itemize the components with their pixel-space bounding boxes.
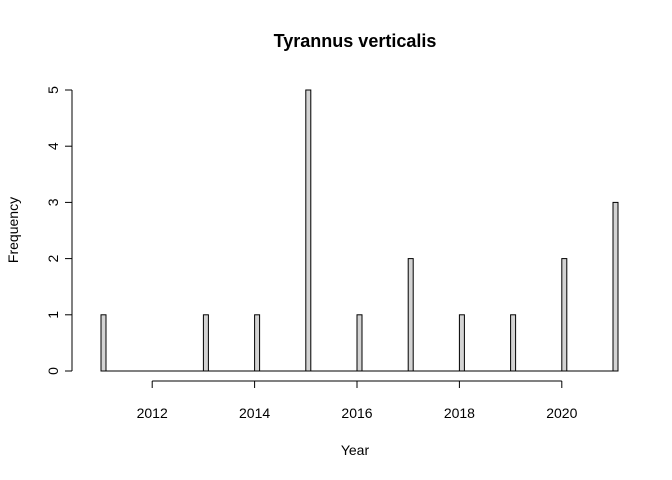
bar-2011 <box>100 314 107 372</box>
bar-2018 <box>458 314 465 372</box>
x-tick-label: 2018 <box>444 405 475 421</box>
x-axis: 2012 2014 2016 2018 2020 <box>137 380 578 421</box>
x-tick-label: 2020 <box>546 405 577 421</box>
x-tick-label: 2014 <box>239 405 270 421</box>
bar-2016 <box>356 314 363 372</box>
y-tick-label: 0 <box>45 367 61 375</box>
x-tick-label: 2012 <box>137 405 168 421</box>
bar-2013 <box>202 314 209 372</box>
y-tick-label: 2 <box>45 254 61 262</box>
y-tick-label: 3 <box>45 198 61 206</box>
bar-2014 <box>254 314 261 372</box>
bar-2020 <box>561 258 568 372</box>
bars <box>100 89 619 372</box>
chart-title: Tyrannus verticalis <box>274 31 437 51</box>
x-axis-label: Year <box>341 442 370 458</box>
y-tick-label: 1 <box>45 311 61 319</box>
y-tick-label: 5 <box>45 86 61 94</box>
bar-2021 <box>612 201 619 372</box>
bar-2015 <box>305 89 312 372</box>
bar-2019 <box>510 314 517 372</box>
y-axis-label: Frequency <box>5 197 21 263</box>
x-tick-label: 2016 <box>341 405 372 421</box>
bar-2017 <box>407 258 414 372</box>
y-tick-label: 4 <box>45 142 61 150</box>
y-axis: 0 1 2 3 4 5 <box>45 86 73 375</box>
